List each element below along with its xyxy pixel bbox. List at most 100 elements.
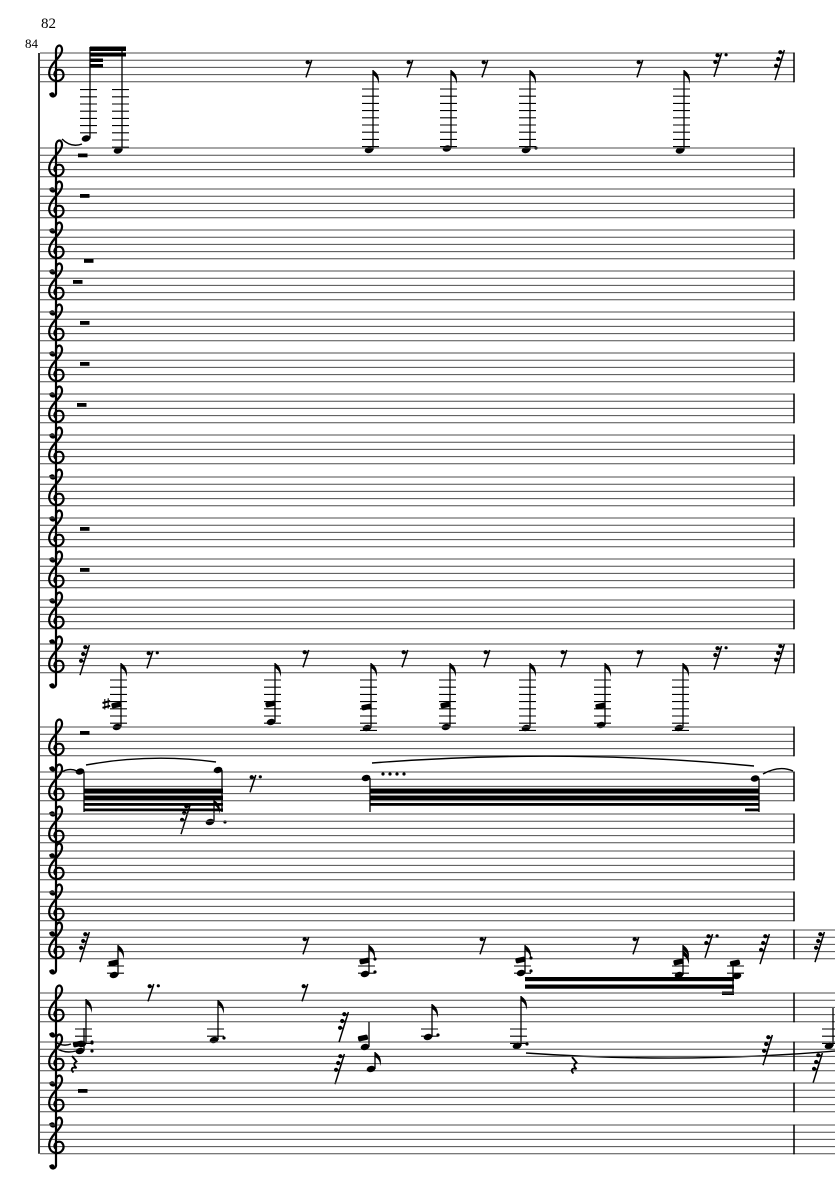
- eighth-rest: [302, 649, 310, 668]
- sixteenth-rest: [713, 52, 728, 78]
- beam: [84, 808, 223, 812]
- notehead: [366, 1065, 376, 1073]
- notehead: [81, 135, 91, 142]
- flag-icon: [373, 70, 379, 84]
- notehead: [675, 147, 685, 154]
- whole-rest: [73, 280, 83, 284]
- staff-12: [40, 550, 795, 604]
- cluster-notehead: [595, 702, 606, 710]
- augmentation-dot: [529, 956, 533, 960]
- augmentation-dot: [388, 772, 392, 776]
- staff-2: [40, 139, 795, 193]
- beam: [745, 808, 759, 812]
- slur: [762, 767, 794, 775]
- notehead: [674, 724, 684, 732]
- staff-22: [40, 1011, 835, 1087]
- flag-icon: [369, 945, 375, 959]
- staff-9: [40, 426, 795, 480]
- staff-23: [40, 1074, 835, 1128]
- augmentation-dot: [381, 772, 385, 776]
- staff-1: [40, 44, 795, 154]
- note: [672, 945, 689, 979]
- note: [519, 70, 538, 154]
- thirtysecond-rest: [337, 1011, 350, 1043]
- flag-icon: [683, 945, 689, 959]
- beam: [84, 788, 223, 793]
- cluster-notehead: [515, 956, 526, 964]
- flag-icon: [432, 1004, 438, 1018]
- thirtysecond-rest: [78, 931, 91, 963]
- quarter-rest: [570, 1056, 578, 1075]
- notehead: [512, 1042, 522, 1050]
- flag-icon: [86, 999, 92, 1013]
- notehead: [213, 766, 223, 774]
- augmentation-dot: [529, 969, 533, 973]
- note: [110, 663, 127, 731]
- eighth-rest: [481, 59, 489, 78]
- thirtysecond-rest: [758, 933, 771, 965]
- cluster-notehead: [440, 701, 451, 709]
- slur: [54, 1041, 72, 1046]
- beam: [90, 52, 126, 57]
- cluster-notehead: [111, 701, 122, 709]
- staff-24: [40, 1116, 835, 1170]
- note: [358, 945, 377, 978]
- staff-7: [40, 344, 795, 398]
- flag-icon: [605, 663, 611, 677]
- cluster-notehead: [357, 1034, 369, 1042]
- flag-icon: [121, 663, 127, 677]
- augmentation-dot: [90, 1049, 94, 1053]
- beam: [370, 803, 759, 806]
- whole-rest: [80, 194, 90, 198]
- eighth-rest: [146, 650, 159, 669]
- flag-icon: [375, 1052, 381, 1066]
- augmentation-dot: [90, 1041, 94, 1045]
- flag-icon: [683, 663, 689, 677]
- staff-18: [40, 842, 795, 896]
- whole-rest: [80, 731, 90, 735]
- note: [421, 1004, 440, 1041]
- thirtysecond-rest: [761, 1034, 774, 1066]
- treble-clef-icon: [48, 1116, 65, 1170]
- flag-icon: [530, 663, 536, 677]
- beam: [84, 795, 223, 800]
- eighth-rest: [249, 774, 262, 793]
- cluster-notehead: [265, 700, 276, 708]
- augmentation-dot: [395, 772, 399, 776]
- flag-icon: [451, 70, 457, 84]
- staff-13: [40, 591, 795, 645]
- sixteenth-rest: [713, 645, 728, 671]
- whole-rest: [80, 527, 90, 531]
- flag-icon: [684, 70, 690, 84]
- eighth-rest: [479, 936, 487, 955]
- notehead: [75, 1047, 85, 1055]
- staff-20: [40, 921, 835, 995]
- whole-rest: [80, 568, 90, 572]
- thirtysecond-rest: [811, 1052, 824, 1084]
- slur: [525, 1050, 835, 1059]
- quarter-rest: [70, 1055, 78, 1074]
- augmentation-dot: [373, 957, 377, 961]
- sixteenth-rest: [704, 933, 719, 959]
- cluster-notehead: [72, 1040, 84, 1048]
- thirtysecond-rest: [78, 644, 91, 676]
- notehead: [75, 768, 85, 775]
- beam: [525, 984, 734, 989]
- eighth-rest: [305, 59, 313, 78]
- note: [107, 945, 124, 979]
- notehead: [824, 1042, 834, 1050]
- cluster-notehead: [673, 958, 684, 966]
- notehead: [113, 147, 123, 154]
- treble-clef-icon: [48, 635, 65, 689]
- staff-15: [40, 718, 795, 772]
- notehead: [361, 774, 371, 782]
- whole-rest: [77, 403, 87, 407]
- note: [362, 70, 379, 154]
- eighth-rest: [632, 936, 640, 955]
- thirtysecond-rest: [813, 931, 826, 963]
- treble-clef-icon: [48, 1033, 65, 1087]
- treble-clef-icon: [48, 262, 65, 316]
- treble-clef-icon: [48, 44, 65, 98]
- whole-rest: [84, 259, 94, 263]
